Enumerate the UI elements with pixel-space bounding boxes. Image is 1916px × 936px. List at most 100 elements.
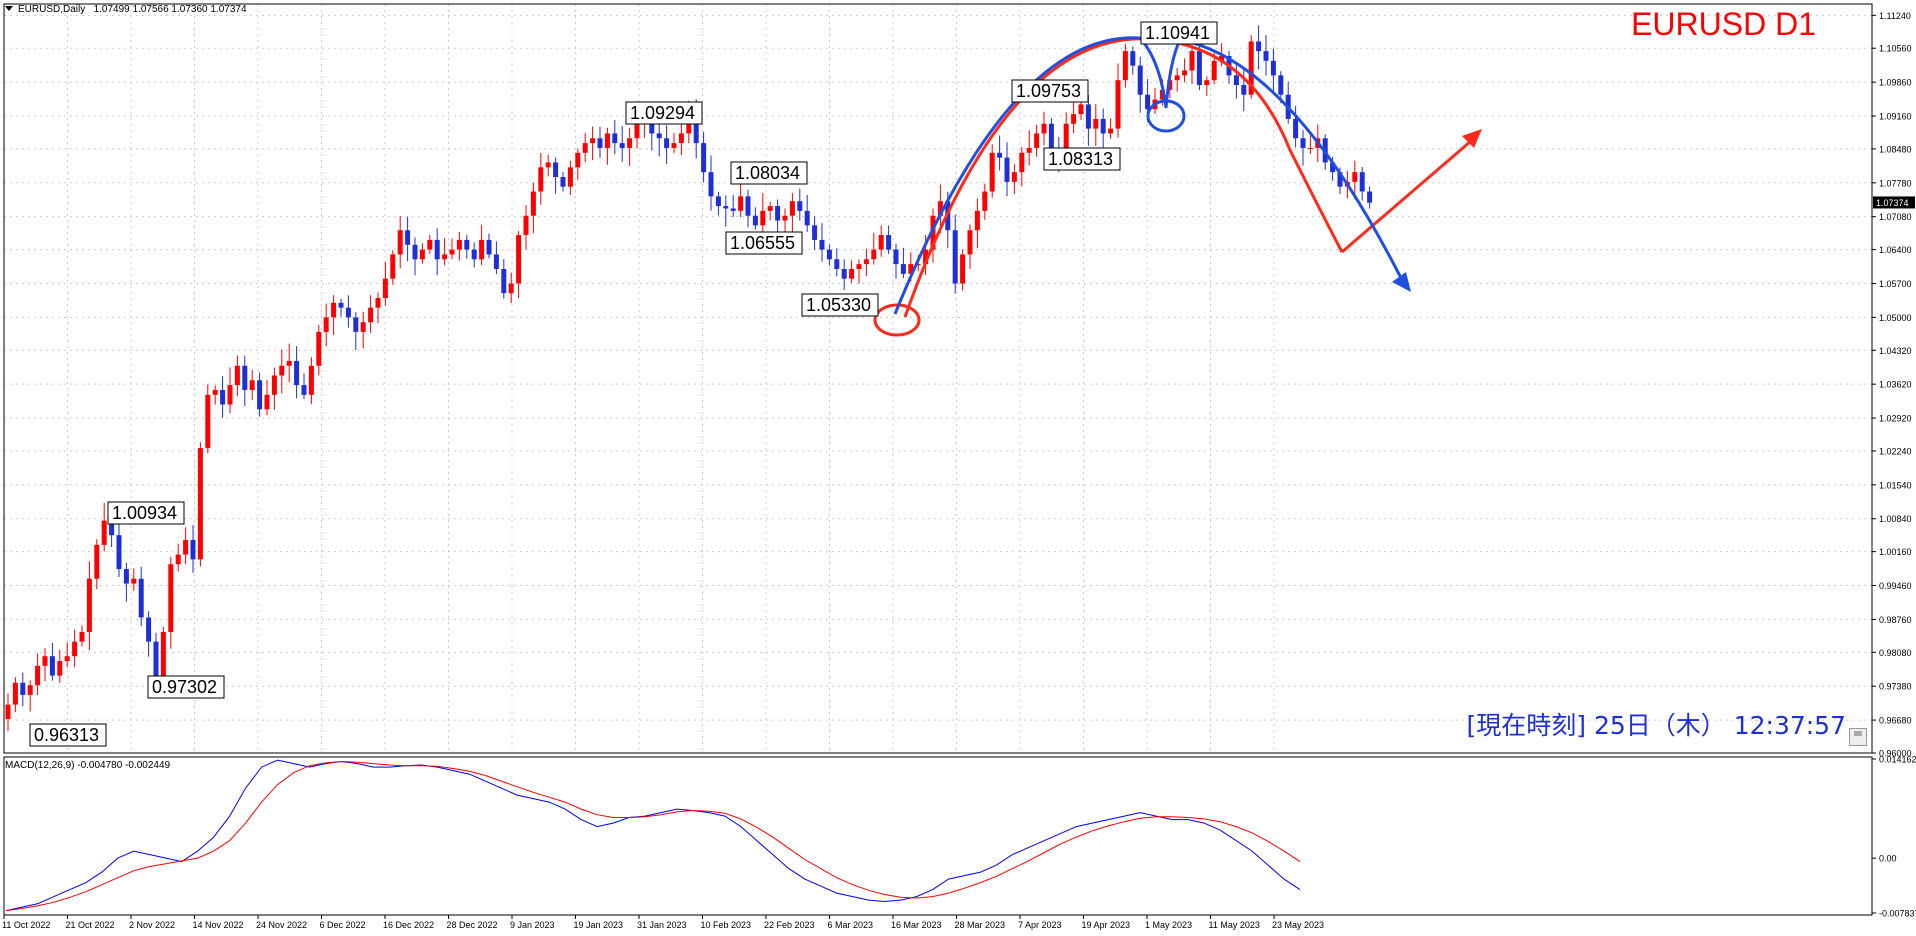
y-tick-label: 1.05000 <box>1879 313 1912 323</box>
price-labels: 0.96313 1.00934 0.97302 1.09294 1.08034 1.065… <box>29 21 1218 747</box>
chart-header: EURUSD,Daily 1.07499 1.07566 1.07360 1.0… <box>18 4 247 15</box>
red-arrowhead <box>1462 129 1482 148</box>
candle-body <box>1041 123 1047 134</box>
candle-body <box>523 215 529 236</box>
candle-body <box>1233 75 1239 86</box>
price-label-box <box>107 501 185 525</box>
x-tick-label: 19 Apr 2023 <box>1082 920 1131 930</box>
candle-body <box>1034 133 1040 148</box>
candle-body <box>1300 138 1306 148</box>
candle-body <box>486 239 492 255</box>
candle-body <box>1093 118 1099 129</box>
candle-body <box>1100 118 1106 134</box>
candle-body <box>220 389 226 405</box>
candle-body <box>834 259 840 269</box>
candle-body <box>1063 123 1069 158</box>
x-tick-label: 1 May 2023 <box>1145 920 1192 930</box>
candle-body <box>967 230 973 255</box>
candle-body <box>915 264 921 266</box>
candle-body <box>849 268 855 279</box>
price-label: 1.09294 <box>630 103 695 123</box>
candle-body <box>1359 172 1365 192</box>
candle-body <box>375 298 381 308</box>
y-tick-label: 0.96000 <box>1879 749 1912 759</box>
candle-body <box>419 249 425 260</box>
last-price-marker <box>1873 196 1915 209</box>
candle-body <box>427 239 433 250</box>
x-tick-label: 11 May 2023 <box>1209 920 1260 930</box>
candle-body <box>331 302 337 318</box>
candle-body <box>1189 51 1195 71</box>
y-tick-label: 1.05700 <box>1879 279 1912 289</box>
candle-body <box>35 665 41 686</box>
candle-body <box>819 239 825 250</box>
candle-body <box>368 307 374 323</box>
save-icon[interactable] <box>1849 728 1867 746</box>
candle-body <box>456 239 462 250</box>
candle-body <box>131 578 137 584</box>
candle-body <box>316 331 322 366</box>
candle-body <box>693 114 699 144</box>
x-tick-label: 16 Mar 2023 <box>891 920 942 930</box>
y-tick-label: 1.06400 <box>1879 245 1912 255</box>
candle-body <box>730 208 736 211</box>
x-tick-label: 11 Oct 2022 <box>2 920 50 930</box>
blue-arrowhead <box>1392 272 1411 292</box>
candle-body <box>390 254 396 279</box>
x-tick-label: 7 Apr 2023 <box>1018 920 1062 930</box>
price-label: 1.05330 <box>806 295 871 315</box>
candle-body <box>974 210 980 231</box>
candle-body <box>27 685 33 695</box>
price-label: 1.06555 <box>730 233 795 253</box>
candle-body <box>767 206 773 211</box>
candle-body <box>1019 152 1025 173</box>
candle-body <box>989 152 995 192</box>
candle-body <box>279 365 285 376</box>
candle-body <box>1367 191 1373 203</box>
candle-body <box>1130 51 1136 66</box>
price-label-box <box>730 161 808 185</box>
candle-body <box>893 249 899 265</box>
candle-body <box>397 230 403 255</box>
price-label: 1.08313 <box>1048 149 1113 169</box>
candle-body <box>538 167 544 192</box>
candle-body <box>590 138 596 144</box>
x-tick-label: 21 Oct 2022 <box>66 920 115 930</box>
y-tick-label: 1.01540 <box>1879 480 1912 490</box>
candle-body <box>826 249 832 260</box>
x-tick-label: 19 Jan 2023 <box>574 920 624 930</box>
y-tick-label: 1.02240 <box>1879 446 1912 456</box>
candle-body <box>997 152 1003 158</box>
price-label: 1.09753 <box>1016 81 1081 101</box>
candle-body <box>294 360 300 386</box>
candle-body <box>1026 147 1032 153</box>
price-label-box <box>801 293 879 317</box>
y-tick-label: 1.02920 <box>1879 414 1912 424</box>
candle-body <box>190 540 196 560</box>
candle-body <box>257 380 263 410</box>
price-label: 1.08034 <box>735 163 800 183</box>
price-label-box <box>29 723 107 747</box>
candle-body <box>797 201 803 211</box>
y-tick-label: 1.08480 <box>1879 144 1912 154</box>
candle-body <box>146 617 152 642</box>
candle-body <box>382 278 388 299</box>
candle-body <box>1048 123 1054 153</box>
x-tick-label: 16 Dec 2022 <box>383 920 434 930</box>
candle-body <box>619 143 625 148</box>
candle-body <box>405 230 411 245</box>
candle-body <box>338 302 344 308</box>
candle-body <box>434 239 440 260</box>
candle-body <box>479 239 485 260</box>
candle-body <box>1122 51 1128 81</box>
price-label-box <box>625 101 703 125</box>
trend-annotations <box>873 36 1482 337</box>
candle-body <box>1256 41 1262 52</box>
candle-body <box>205 394 211 449</box>
candle-body <box>1330 162 1336 173</box>
y-tick-label: 1.11240 <box>1879 11 1911 21</box>
candle-body <box>116 535 122 570</box>
dropdown-icon[interactable] <box>5 6 13 11</box>
candle-body <box>12 682 18 705</box>
